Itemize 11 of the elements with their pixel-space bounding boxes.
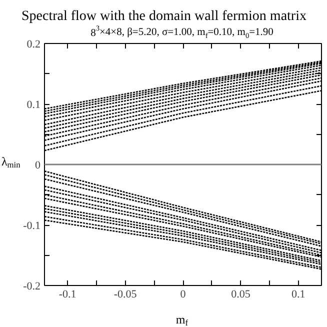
y-tick-label: -0.2 [23,280,41,292]
x-tick-label: 0 [180,288,186,300]
y-tick-label: 0 [35,160,41,172]
y-tick-label: -0.1 [23,220,41,232]
y-tick-label: 0.2 [26,38,40,50]
x-tick-label: -0.1 [58,288,76,300]
chart-title: Spectral flow with the domain wall fermion matrix [21,9,306,24]
x-tick-label: 0.05 [231,288,251,300]
x-tick-label: -0.05 [114,288,138,300]
y-tick-label: 0.1 [26,99,40,111]
x-tick-label: 0.1 [292,288,306,300]
